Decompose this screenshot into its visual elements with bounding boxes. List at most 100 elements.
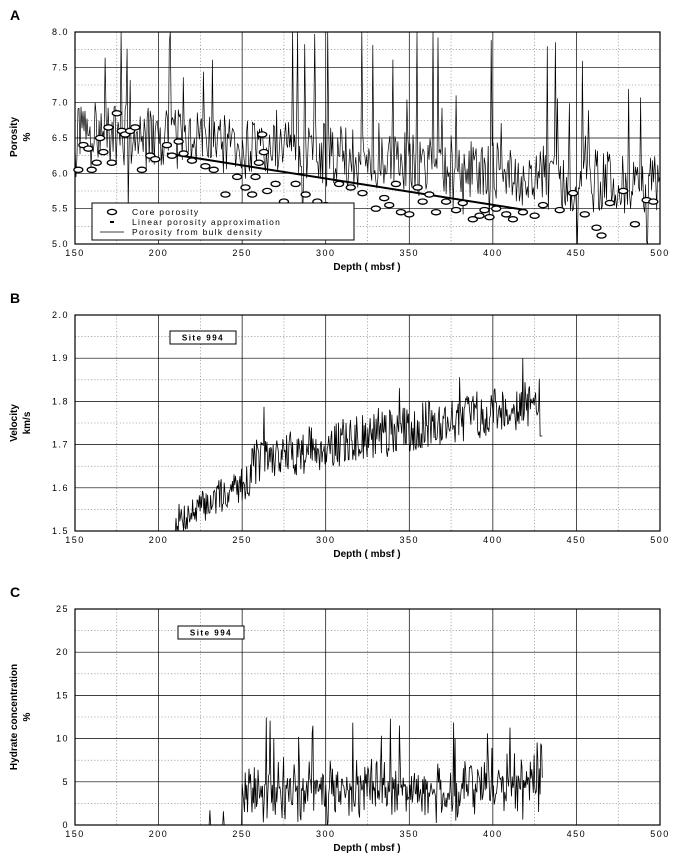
y-tick-label: 6.0 bbox=[52, 168, 69, 178]
y-tick-label: 25 bbox=[56, 604, 69, 614]
core-porosity-point bbox=[231, 173, 243, 181]
core-porosity-point bbox=[345, 184, 356, 191]
x-tick-label: 450 bbox=[567, 535, 587, 545]
core-porosity-point bbox=[412, 184, 423, 191]
x-tick-label: 300 bbox=[316, 535, 336, 545]
y-axis-unit-c: % bbox=[22, 712, 33, 721]
core-porosity-point bbox=[200, 163, 211, 170]
core-porosity-point bbox=[262, 187, 273, 195]
core-porosity-point bbox=[467, 216, 478, 223]
y-axis-label-a: Porosity bbox=[9, 117, 20, 157]
site-label-box bbox=[169, 330, 237, 345]
core-porosity-point bbox=[440, 198, 452, 205]
y-tick-label: 20 bbox=[56, 647, 69, 657]
y-tick-label: 1.7 bbox=[52, 440, 69, 450]
x-tick-label: 500 bbox=[650, 829, 670, 839]
plot-frame bbox=[74, 31, 661, 245]
x-tick-label: 300 bbox=[316, 829, 336, 839]
x-tick-label: 300 bbox=[316, 248, 336, 258]
y-tick-label: 7.5 bbox=[52, 62, 69, 72]
core-porosity-point bbox=[501, 211, 512, 218]
core-porosity-point bbox=[166, 152, 178, 159]
x-tick-label: 250 bbox=[232, 829, 252, 839]
series-line-hydrate bbox=[205, 717, 543, 826]
core-porosity-point bbox=[484, 213, 495, 221]
y-tick-label: 6.5 bbox=[52, 133, 69, 143]
core-porosity-point bbox=[529, 212, 540, 219]
x-axis-label-b: Depth ( mbsf ) bbox=[333, 549, 400, 560]
core-porosity-point bbox=[270, 180, 281, 188]
x-tick-label: 500 bbox=[650, 535, 670, 545]
core-porosity-point bbox=[507, 216, 519, 223]
panel-a: A Porosity % Depth ( mbsf ) 150 200 250 300… bbox=[9, 7, 670, 273]
y-tick-label: 0 bbox=[62, 820, 69, 830]
core-porosity-point bbox=[648, 198, 659, 205]
y-tick-label: 5 bbox=[62, 777, 69, 787]
x-tick-label: 200 bbox=[149, 535, 169, 545]
core-porosity-point bbox=[83, 145, 94, 152]
y-axis-unit-b: km/s bbox=[22, 411, 33, 434]
plot-frame bbox=[74, 608, 661, 826]
core-porosity-point bbox=[474, 212, 485, 219]
site-label: Site 994 bbox=[190, 629, 232, 638]
legend-entry: Core porosity bbox=[132, 207, 199, 217]
core-porosity-point bbox=[247, 191, 258, 198]
y-tick-label: 10 bbox=[56, 734, 69, 744]
x-tick-label: 200 bbox=[149, 829, 169, 839]
core-porosity-point bbox=[253, 159, 265, 166]
y-tick-label: 2.0 bbox=[52, 310, 69, 320]
panel-c: C Hydrate concentration % Depth ( mbsf )… bbox=[9, 584, 670, 854]
core-porosity-point bbox=[404, 211, 415, 218]
core-porosity-point bbox=[596, 232, 607, 239]
core-porosity-point bbox=[370, 205, 382, 212]
site-label: Site 994 bbox=[182, 334, 224, 343]
legend-marker-core bbox=[106, 208, 118, 216]
x-tick-label: 200 bbox=[149, 248, 169, 258]
core-porosity-point bbox=[91, 159, 102, 166]
core-porosity-point bbox=[457, 199, 468, 207]
core-porosity-point bbox=[161, 141, 173, 149]
panel-b: B Velocity km/s Depth ( mbsf ) 150 200 250… bbox=[9, 290, 670, 560]
core-porosity-point bbox=[333, 180, 345, 188]
x-axis-label-c: Depth ( mbsf ) bbox=[333, 843, 400, 854]
core-porosity-point bbox=[186, 157, 198, 164]
core-porosity-point bbox=[390, 180, 402, 188]
y-tick-label: 15 bbox=[56, 690, 69, 700]
core-porosity-point bbox=[98, 148, 109, 156]
core-porosity-point bbox=[106, 159, 117, 166]
core-porosity-point bbox=[290, 180, 301, 188]
core-porosity-point bbox=[491, 205, 502, 212]
core-porosity-point bbox=[537, 201, 549, 209]
x-tick-label: 400 bbox=[483, 248, 503, 258]
core-porosity-point bbox=[567, 189, 579, 197]
y-tick-label: 5.0 bbox=[52, 239, 69, 249]
y-tick-label: 1.8 bbox=[52, 396, 69, 406]
core-porosity-point bbox=[424, 191, 435, 198]
core-porosity-point bbox=[479, 206, 490, 214]
core-porosity-point bbox=[357, 189, 368, 197]
core-porosity-point bbox=[517, 208, 529, 216]
core-porosity-point bbox=[450, 206, 462, 214]
x-tick-label: 350 bbox=[400, 829, 420, 839]
core-porosity-point bbox=[150, 155, 161, 163]
x-axis-label-a: Depth ( mbsf ) bbox=[333, 262, 400, 273]
y-tick-label: 1.5 bbox=[52, 526, 69, 536]
x-tick-label: 450 bbox=[567, 248, 587, 258]
y-tick-label: 1.9 bbox=[52, 353, 69, 363]
x-tick-label: 350 bbox=[400, 535, 420, 545]
panel-letter-a: A bbox=[10, 7, 20, 23]
core-porosity-point bbox=[430, 208, 442, 216]
core-porosity-point bbox=[579, 211, 590, 218]
core-porosity-point bbox=[300, 191, 311, 198]
x-tick-label: 450 bbox=[567, 829, 587, 839]
y-tick-label: 1.6 bbox=[52, 483, 69, 493]
core-porosity-point bbox=[220, 191, 231, 198]
y-tick-label: 7.0 bbox=[52, 98, 69, 108]
x-tick-label: 500 bbox=[650, 248, 670, 258]
x-tick-label: 400 bbox=[483, 829, 503, 839]
series-line-velocity bbox=[174, 358, 543, 532]
plot-frame bbox=[74, 314, 661, 532]
core-porosity-point bbox=[86, 166, 97, 174]
x-tick-label: 350 bbox=[400, 248, 420, 258]
core-porosity-point bbox=[554, 206, 565, 214]
